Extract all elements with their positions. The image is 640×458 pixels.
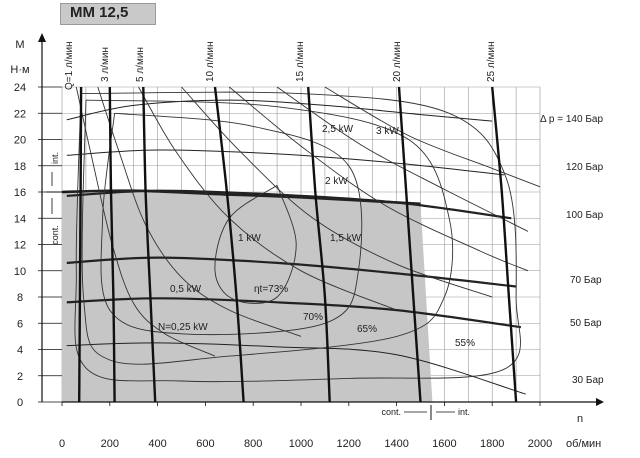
- y-tick-label: 2: [17, 371, 23, 383]
- y-tick-label: 0: [17, 397, 23, 409]
- pressure-label: 30 Бар: [572, 375, 604, 386]
- continuous-limit-line: [61, 189, 421, 206]
- x-tick-label: 1600: [432, 438, 456, 450]
- x-tick-label: 600: [196, 438, 214, 450]
- label-int-horizontal: int.: [458, 407, 470, 417]
- label-cont-horizontal: cont.: [381, 407, 401, 417]
- x-tick-label: 1000: [289, 438, 313, 450]
- efficiency-label: 55%: [455, 338, 475, 349]
- pressure-line: [66, 99, 493, 122]
- pressure-line: [66, 256, 517, 288]
- y-tick-label: 14: [14, 213, 26, 225]
- efficiency-line: [74, 91, 521, 383]
- x-tick-label: 1400: [384, 438, 408, 450]
- efficiency-label: ηt=73%: [254, 284, 288, 295]
- pressure-label: 100 Бар: [566, 210, 604, 221]
- power-label: 0,5 kW: [170, 284, 202, 295]
- flow-line: [213, 86, 245, 403]
- x-axis-arrow: [596, 398, 604, 406]
- y-tick-label: 24: [14, 82, 26, 94]
- x-tick-label: 1200: [337, 438, 361, 450]
- pressure-label: Δ p = 140 Бар: [540, 114, 603, 125]
- label-int-vertical: int.: [50, 152, 60, 164]
- pressure-line: [66, 189, 512, 220]
- y-tick-label: 18: [14, 161, 26, 173]
- label-cont-vertical: cont.: [50, 225, 60, 245]
- flow-line: [307, 86, 331, 403]
- efficiency-label: 70%: [303, 312, 323, 323]
- flow-line: [142, 86, 157, 403]
- power-line: [181, 86, 493, 298]
- flow-line: [78, 86, 83, 403]
- flow-label: Q=1 л/мин: [64, 41, 75, 90]
- efficiency-line: [100, 112, 363, 335]
- y-axis-unit: Н·м: [10, 64, 29, 76]
- y-axis-arrow: [38, 33, 46, 42]
- pressure-label: 50 Бар: [570, 318, 602, 329]
- x-axis-n: n: [577, 413, 583, 425]
- chart-title: MM 12,5: [70, 4, 129, 21]
- title-box: [60, 3, 156, 25]
- power-label: N=0,25 kW: [158, 322, 208, 333]
- flow-label: 25 л/мин: [486, 42, 497, 83]
- flow-label: 5 л/мин: [135, 47, 146, 82]
- y-tick-label: 20: [14, 135, 26, 147]
- y-tick-label: 4: [17, 345, 23, 357]
- efficiency-line: [81, 99, 454, 365]
- y-axis-title: M: [15, 39, 24, 51]
- y-tick-label: 8: [17, 292, 23, 304]
- y-tick-label: 10: [14, 266, 26, 278]
- flow-lines: [78, 86, 518, 403]
- continuous-region: [61, 189, 433, 402]
- pressure-label: 70 Бар: [570, 275, 602, 286]
- x-axis-title: об/мин: [566, 438, 601, 450]
- flow-label: 20 л/мин: [392, 42, 403, 83]
- power-line: [75, 86, 216, 357]
- flow-line: [108, 86, 116, 403]
- pressure-label: 120 Бар: [566, 162, 604, 173]
- x-tick-label: 200: [101, 438, 119, 450]
- power-label: 2 kW: [325, 176, 348, 187]
- continuous-region-fill: [62, 190, 433, 402]
- y-tick-label: 6: [17, 318, 23, 330]
- x-tick-label: 800: [244, 438, 262, 450]
- flow-label: 15 л/мин: [295, 42, 306, 83]
- flow-label: 3 л/мин: [100, 47, 111, 82]
- x-tick-label: 1800: [480, 438, 504, 450]
- pressure-line: [66, 342, 526, 395]
- power-line: [229, 86, 529, 272]
- flow-label: 10 л/мин: [205, 42, 216, 83]
- power-label: 2,5 kW: [322, 124, 354, 135]
- pressure-lines: [66, 99, 526, 395]
- power-label: 3 kW: [376, 126, 399, 137]
- power-label: 1 kW: [238, 233, 261, 244]
- pressure-line: [66, 297, 522, 329]
- flow-line: [491, 86, 518, 403]
- axes: [38, 33, 604, 406]
- x-tick-label: 0: [59, 438, 65, 450]
- x-tick-label: 2000: [528, 438, 552, 450]
- x-tick-label: 400: [148, 438, 166, 450]
- y-tick-label: 12: [14, 240, 26, 252]
- y-tick-label: 16: [14, 187, 26, 199]
- pressure-line: [66, 149, 505, 176]
- power-label: 1,5 kW: [330, 233, 362, 244]
- power-line: [324, 86, 541, 188]
- efficiency-label: 65%: [357, 324, 377, 335]
- flow-line: [397, 86, 422, 403]
- y-tick-label: 22: [14, 108, 26, 120]
